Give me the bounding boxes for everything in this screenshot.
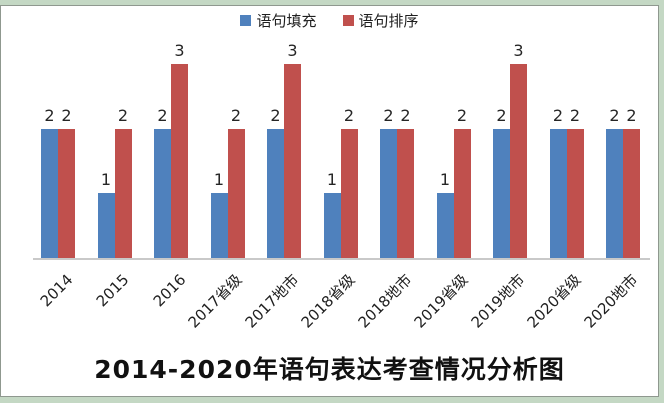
bar-语句填充-2017地市: [267, 129, 284, 258]
bar-语句填充-2017省级: [210, 193, 228, 258]
x-axis-line: [33, 258, 650, 260]
value-label-语句排序-2017地市: 3: [287, 41, 298, 60]
legend-item-sort: 语句排序: [342, 10, 419, 31]
bar-语句填充-2019地市: [493, 129, 510, 258]
category-label-2020省级: 2020省级: [523, 270, 585, 332]
value-label-语句填充-2017地市: 2: [270, 106, 281, 125]
bar-语句排序-2017省级: [227, 129, 245, 258]
legend-item-fill: 语句填充: [240, 10, 317, 31]
bar-语句填充-2018地市: [380, 129, 397, 258]
category-label-2019省级: 2019省级: [410, 270, 472, 332]
bar-语句排序-2017地市: [284, 64, 301, 258]
value-label-语句排序-2018地市: 2: [400, 106, 411, 125]
bar-语句填充-2020省级: [549, 129, 567, 258]
category-label-2017地市: 2017地市: [241, 270, 303, 332]
category-label-2018地市: 2018地市: [354, 270, 416, 332]
legend-label: 语句填充: [256, 12, 317, 30]
value-label-语句排序-2015: 2: [117, 106, 129, 125]
value-label-语句排序-2014: 2: [61, 106, 72, 125]
category-label-2018省级: 2018省级: [297, 270, 359, 332]
value-label-语句填充-2018省级: 1: [326, 170, 338, 189]
bar-语句排序-2016: [171, 64, 188, 258]
category-label-2016: 2016: [149, 270, 190, 311]
value-label-语句填充-2016: 2: [157, 106, 168, 125]
category-label-2020地市: 2020地市: [580, 270, 642, 332]
value-label-语句填充-2014: 2: [44, 106, 55, 125]
bar-语句填充-2014: [41, 129, 58, 258]
bar-语句填充-2016: [154, 129, 171, 258]
value-label-语句填充-2017省级: 1: [213, 170, 225, 189]
value-label-语句排序-2020地市: 2: [626, 106, 637, 125]
category-label-2019地市: 2019地市: [467, 270, 529, 332]
value-label-语句排序-2017省级: 2: [230, 106, 242, 125]
bar-语句排序-2019地市: [510, 64, 527, 258]
category-label-2017省级: 2017省级: [184, 270, 246, 332]
value-label-语句填充-2019省级: 1: [439, 170, 451, 189]
value-label-语句填充-2020省级: 2: [552, 106, 564, 125]
bar-语句排序-2020省级: [566, 129, 584, 258]
bar-语句填充-2019省级: [436, 193, 454, 258]
value-label-语句排序-2016: 3: [174, 41, 185, 60]
bar-语句排序-2018省级: [340, 129, 358, 258]
bar-语句排序-2020地市: [623, 129, 640, 258]
legend: 语句填充 语句排序: [1, 10, 658, 31]
bar-语句填充-2015: [97, 193, 115, 258]
value-label-语句填充-2015: 1: [100, 170, 112, 189]
value-label-语句排序-2018省级: 2: [343, 106, 355, 125]
bar-语句填充-2018省级: [323, 193, 341, 258]
legend-swatch-blue-icon: [240, 15, 252, 26]
bar-语句填充-2020地市: [606, 129, 623, 258]
plot-area: 2 2 2014 1 2 2015 2 3 2016 1 2 2017省级 2 3 2017地市 1 2 2018…: [1, 6, 658, 396]
value-label-语句填充-2020地市: 2: [609, 106, 620, 125]
category-label-2015: 2015: [93, 270, 133, 311]
bar-语句排序-2015: [114, 129, 132, 258]
value-label-语句排序-2019地市: 3: [513, 41, 524, 60]
bar-语句排序-2018地市: [397, 129, 414, 258]
value-label-语句排序-2019省级: 2: [456, 106, 468, 125]
legend-label: 语句排序: [358, 12, 419, 30]
value-label-语句填充-2018地市: 2: [383, 106, 394, 125]
chart-title: 2014-2020年语句表达考查情况分析图: [94, 355, 565, 384]
value-label-语句排序-2020省级: 2: [569, 106, 581, 125]
chart-panel: 语句填充 语句排序 2 2 2014 1 2 2015 2 3 2016 1 2 2017省级 2 3 20…: [0, 5, 659, 397]
bar-语句排序-2014: [58, 129, 75, 258]
value-label-语句填充-2019地市: 2: [496, 106, 507, 125]
category-label-2014: 2014: [36, 270, 77, 311]
legend-swatch-red-icon: [342, 15, 354, 26]
bar-语句排序-2019省级: [453, 129, 471, 258]
